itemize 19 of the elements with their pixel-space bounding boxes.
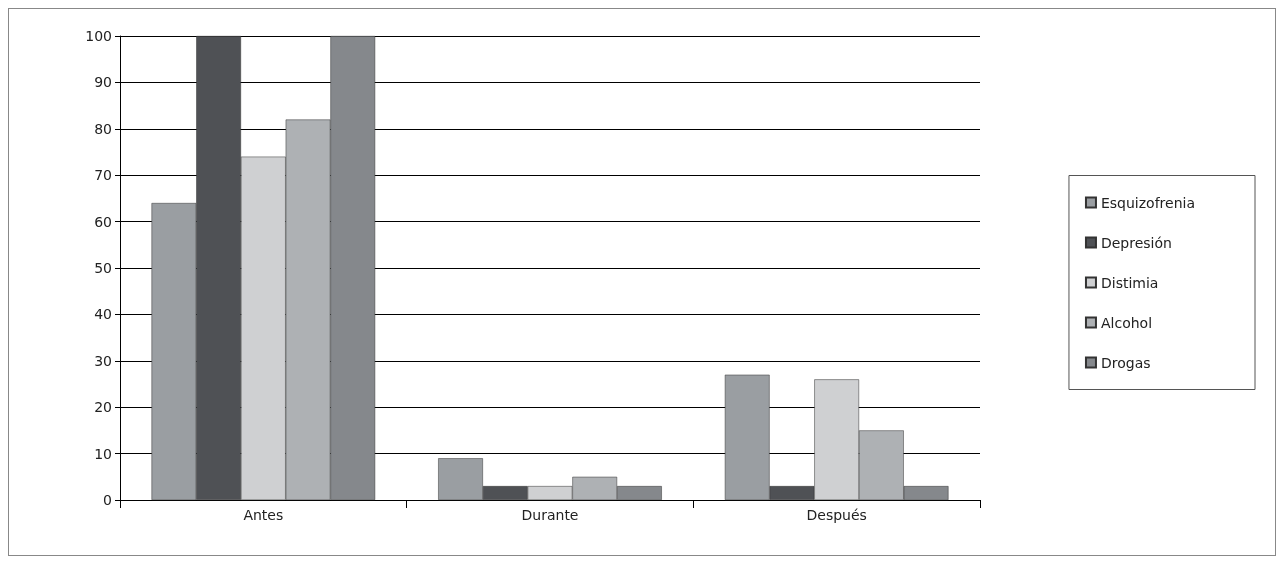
legend-label: Esquizofrenia — [1100, 194, 1196, 211]
y-tick-label: 100 — [85, 28, 112, 44]
y-tick-label: 20 — [94, 399, 112, 416]
y-tick-label: 0 — [103, 492, 112, 508]
y-tick-label: 90 — [94, 74, 112, 91]
legend-label: Drogas — [1100, 354, 1151, 371]
y-tick-label: 10 — [94, 445, 112, 462]
y-tick-label: 50 — [94, 260, 112, 276]
y-tick-label: 80 — [94, 120, 112, 137]
y-tick-label: 60 — [94, 213, 112, 230]
y-tick-label: 70 — [94, 167, 112, 184]
x-tick-label: Durante — [521, 507, 579, 523]
x-tick-label: Después — [806, 507, 867, 523]
legend-label: Alcohol — [1100, 314, 1153, 331]
y-tick-label: 30 — [94, 352, 112, 369]
y-tick-label: 40 — [94, 306, 112, 323]
legend-label: Depresión — [1100, 234, 1172, 251]
x-tick-label: Antes — [243, 507, 284, 523]
legend-label: Distimia — [1100, 274, 1159, 291]
